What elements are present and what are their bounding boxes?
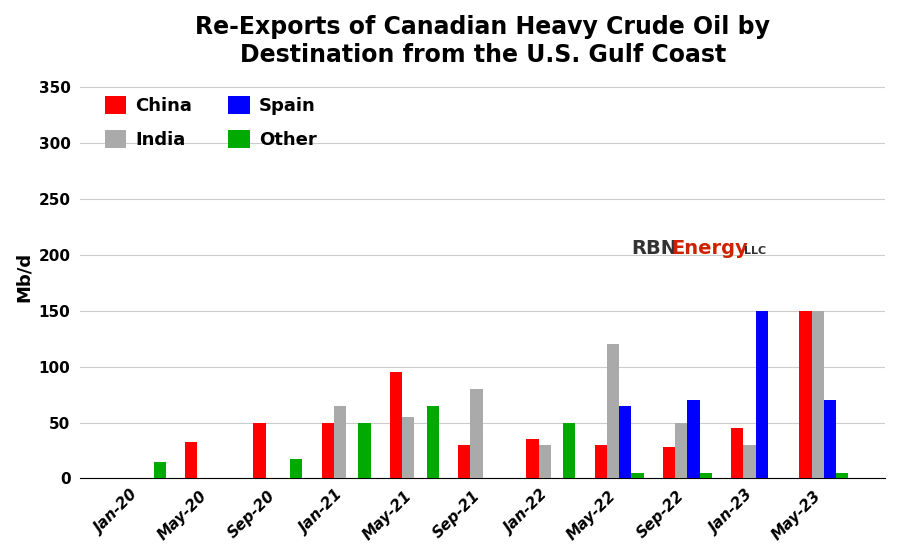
Bar bbox=[253, 422, 266, 478]
Bar bbox=[427, 406, 439, 478]
Bar bbox=[358, 422, 371, 478]
Bar bbox=[688, 400, 699, 478]
Bar bbox=[402, 417, 414, 478]
Bar bbox=[607, 344, 619, 478]
Bar bbox=[632, 473, 644, 478]
Bar bbox=[824, 400, 836, 478]
Bar bbox=[662, 447, 675, 478]
Bar bbox=[595, 445, 607, 478]
Text: LLC: LLC bbox=[744, 246, 766, 256]
Title: Re-Exports of Canadian Heavy Crude Oil by
Destination from the U.S. Gulf Coast: Re-Exports of Canadian Heavy Crude Oil b… bbox=[195, 15, 770, 67]
Bar bbox=[743, 445, 756, 478]
Bar bbox=[836, 473, 849, 478]
Bar bbox=[756, 311, 768, 478]
Legend: China, India, Spain, Other: China, India, Spain, Other bbox=[97, 89, 324, 156]
Bar bbox=[290, 459, 302, 478]
Bar bbox=[390, 372, 402, 478]
Bar bbox=[185, 441, 197, 478]
Text: RBN: RBN bbox=[632, 239, 678, 258]
Bar bbox=[526, 439, 538, 478]
Bar bbox=[699, 473, 712, 478]
Bar bbox=[799, 311, 812, 478]
Bar bbox=[731, 428, 743, 478]
Bar bbox=[458, 445, 471, 478]
Bar bbox=[675, 422, 688, 478]
Bar bbox=[471, 389, 482, 478]
Bar bbox=[154, 461, 166, 478]
Bar bbox=[321, 422, 334, 478]
Text: Energy: Energy bbox=[671, 239, 749, 258]
Bar bbox=[619, 406, 632, 478]
Y-axis label: Mb/d: Mb/d bbox=[15, 252, 33, 302]
Bar bbox=[334, 406, 346, 478]
Bar bbox=[538, 445, 551, 478]
Bar bbox=[563, 422, 575, 478]
Bar bbox=[812, 311, 824, 478]
